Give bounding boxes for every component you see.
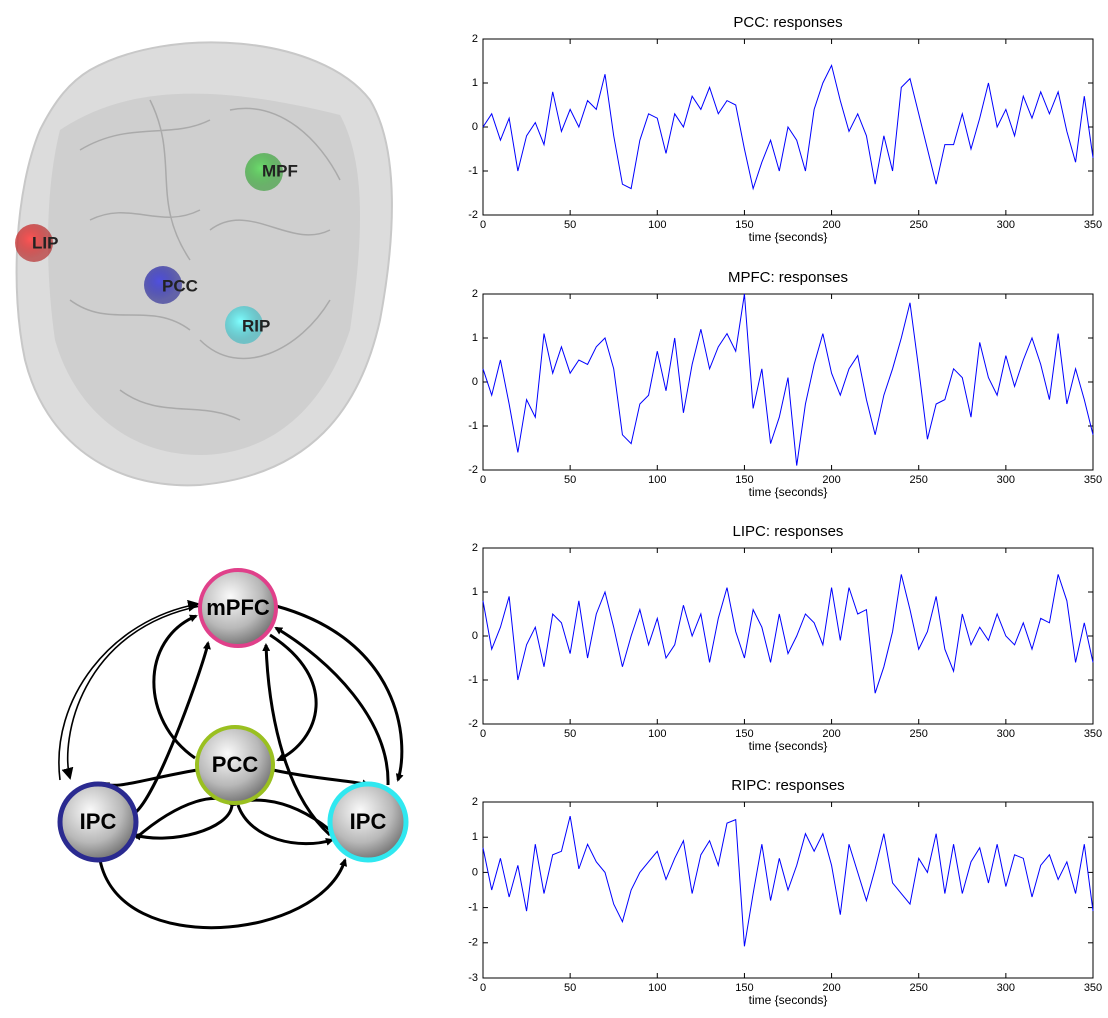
- arrow: [101, 768, 198, 790]
- y-tick-label: 1: [472, 77, 478, 89]
- x-tick-label: 350: [1084, 474, 1102, 486]
- node-label: mPFC: [206, 595, 270, 620]
- x-tick-label: 350: [1084, 982, 1102, 994]
- x-tick-label: 200: [822, 474, 840, 486]
- x-tick-label: 300: [997, 474, 1015, 486]
- node-label: IPC: [350, 809, 387, 834]
- data-line: [482, 63, 1094, 191]
- x-tick-label: 200: [822, 728, 840, 740]
- arrow: [98, 858, 348, 930]
- data-line: [482, 815, 1094, 947]
- chart-title: LIPC: responses: [733, 523, 844, 540]
- x-tick-label: 100: [648, 474, 666, 486]
- y-tick-label: 1: [472, 332, 478, 344]
- y-tick-label: -2: [468, 718, 478, 730]
- data-line: [482, 293, 1094, 466]
- y-tick-label: -2: [468, 209, 478, 221]
- brain-label: LIP: [32, 233, 58, 252]
- arrow: [133, 804, 234, 841]
- y-tick-label: 2: [472, 542, 478, 554]
- chart-title: RIPC: responses: [731, 777, 844, 794]
- x-tick-label: 300: [997, 982, 1015, 994]
- arrow: [272, 768, 370, 788]
- y-tick-label: -1: [468, 674, 478, 686]
- x-tick-label: 350: [1084, 728, 1102, 740]
- arrow: [274, 626, 390, 786]
- y-tick-label: 1: [472, 586, 478, 598]
- y-tick-label: -2: [468, 937, 478, 949]
- arrow: [275, 604, 404, 782]
- x-tick-label: 100: [648, 982, 666, 994]
- arrow: [61, 605, 201, 780]
- arrow: [262, 643, 332, 837]
- network-diagram: mPFC PCC IPC IPC: [57, 568, 409, 930]
- y-tick-label: 2: [472, 796, 478, 808]
- x-tick-label: 250: [910, 474, 928, 486]
- x-axis-label: time {seconds}: [749, 230, 828, 244]
- y-tick-label: -2: [468, 464, 478, 476]
- x-tick-label: 250: [910, 728, 928, 740]
- y-tick-label: -1: [468, 165, 478, 177]
- x-tick-label: 0: [480, 474, 486, 486]
- y-tick-label: -1: [468, 902, 478, 914]
- x-tick-label: 50: [564, 728, 576, 740]
- y-tick-label: -3: [468, 972, 478, 984]
- x-tick-label: 300: [997, 219, 1015, 231]
- x-tick-label: 200: [822, 982, 840, 994]
- x-tick-label: 150: [735, 219, 753, 231]
- brain-label: PCC: [162, 276, 198, 295]
- y-tick-label: 0: [472, 121, 478, 133]
- y-tick-label: 0: [472, 630, 478, 642]
- arrow: [269, 633, 318, 762]
- chart-title: MPFC: responses: [728, 269, 848, 286]
- x-tick-label: 150: [735, 474, 753, 486]
- x-tick-label: 100: [648, 728, 666, 740]
- y-tick-label: -1: [468, 420, 478, 432]
- x-tick-label: 250: [910, 982, 928, 994]
- y-tick-label: 0: [472, 866, 478, 878]
- x-tick-label: 150: [735, 982, 753, 994]
- y-tick-label: 0: [472, 376, 478, 388]
- x-tick-label: 50: [564, 219, 576, 231]
- x-tick-label: 50: [564, 474, 576, 486]
- brain-render: LIP MPF PCC RIP: [15, 41, 393, 487]
- y-tick-label: 2: [472, 33, 478, 45]
- node-label: IPC: [80, 809, 117, 834]
- x-tick-label: 200: [822, 219, 840, 231]
- plot-frame: [482, 547, 1094, 725]
- x-axis-label: time {seconds}: [749, 739, 828, 753]
- data-line: [482, 574, 1094, 694]
- arrow: [58, 599, 200, 781]
- arrow: [236, 804, 334, 846]
- x-tick-label: 250: [910, 219, 928, 231]
- y-tick-label: 1: [472, 831, 478, 843]
- x-tick-label: 300: [997, 728, 1015, 740]
- arrow: [135, 796, 234, 840]
- x-tick-label: 150: [735, 728, 753, 740]
- arrow: [134, 641, 211, 814]
- x-tick-label: 0: [480, 728, 486, 740]
- x-tick-label: 50: [564, 982, 576, 994]
- x-tick-label: 0: [480, 219, 486, 231]
- node-label: PCC: [212, 752, 259, 777]
- x-tick-label: 350: [1084, 219, 1102, 231]
- x-axis-label: time {seconds}: [749, 993, 828, 1007]
- x-axis-label: time {seconds}: [749, 485, 828, 499]
- arrow: [232, 798, 331, 832]
- chart-title: PCC: responses: [733, 14, 842, 31]
- x-tick-label: 100: [648, 219, 666, 231]
- y-tick-label: 2: [472, 288, 478, 300]
- x-tick-label: 0: [480, 982, 486, 994]
- brain-label: RIP: [242, 316, 270, 335]
- arrow: [152, 614, 198, 760]
- brain-label: MPF: [262, 161, 298, 180]
